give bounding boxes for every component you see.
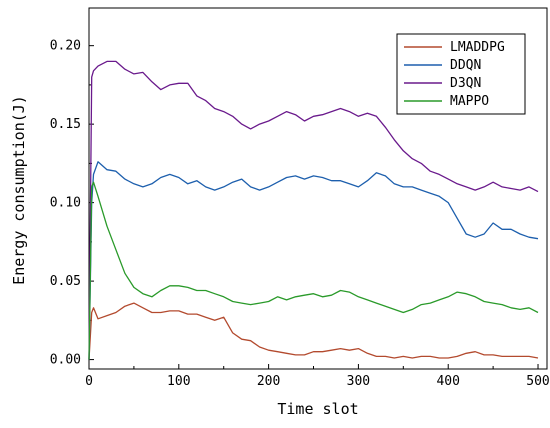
- y-tick-label: 0.10: [50, 196, 81, 211]
- series-lines: [88, 60, 539, 360]
- legend-label: DDQN: [450, 58, 481, 73]
- x-axis: 0 100 200 300 400 500: [85, 364, 550, 389]
- series-line-ddqn: [88, 161, 539, 360]
- x-tick-label: 100: [167, 374, 190, 389]
- y-axis-title: Energy consumption(J): [10, 95, 28, 285]
- legend-label: LMADDPG: [450, 40, 505, 55]
- x-tick-label: 0: [85, 374, 93, 389]
- legend: LMADDPG DDQN D3QN MAPPO: [396, 33, 526, 115]
- y-tick-label: 0.15: [50, 117, 81, 132]
- legend-label: D3QN: [450, 76, 481, 91]
- y-tick-label: 0.00: [50, 353, 81, 368]
- x-axis-title: Time slot: [277, 400, 358, 418]
- x-tick-label: 200: [257, 374, 280, 389]
- plot-frame: [88, 7, 548, 370]
- series-line-d3qn: [88, 60, 539, 360]
- x-tick-label: 300: [347, 374, 370, 389]
- legend-label: MAPPO: [450, 94, 489, 109]
- y-axis: 0.00 0.05 0.10 0.15 0.20: [50, 39, 94, 368]
- series-line-lmaddpg: [88, 302, 539, 360]
- x-tick-label: 500: [526, 374, 549, 389]
- y-tick-label: 0.05: [50, 274, 81, 289]
- y-tick-label: 0.20: [50, 39, 81, 54]
- series-line-mappo: [88, 181, 539, 360]
- x-tick-label: 400: [436, 374, 459, 389]
